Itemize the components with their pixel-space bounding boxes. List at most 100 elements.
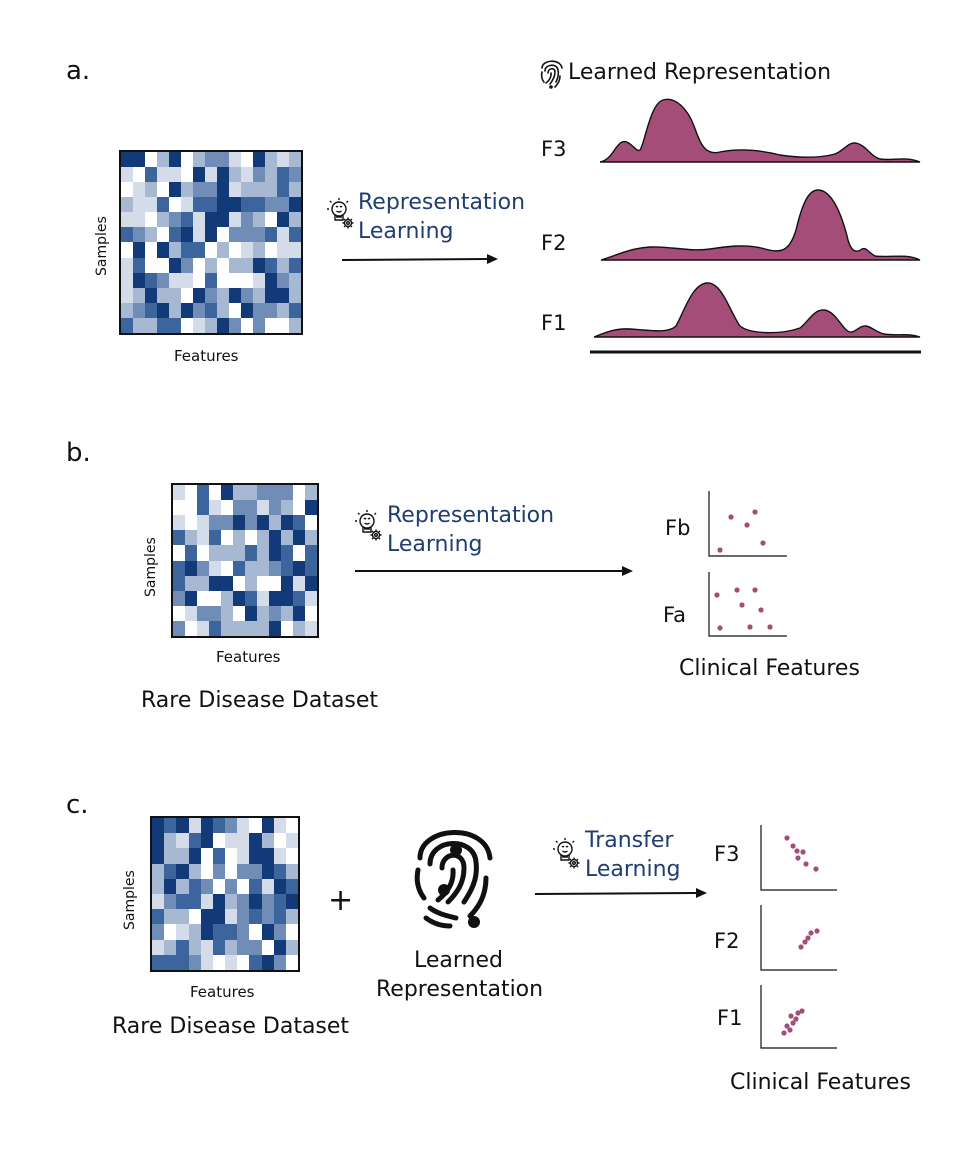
matrix-cell: [285, 924, 298, 940]
matrix-cell: [157, 227, 169, 243]
matrix-cell: [233, 575, 245, 591]
matrix-cell: [253, 167, 265, 183]
matrix-cell: [221, 545, 233, 561]
matrix-cell: [269, 545, 281, 561]
matrix-cell: [169, 272, 181, 288]
matrix-cell: [257, 605, 269, 621]
point: [717, 547, 723, 553]
matrix-cell: [152, 939, 165, 955]
matrix-cell: [229, 287, 241, 303]
matrix-cell: [277, 317, 289, 333]
matrix-cell: [273, 939, 286, 955]
matrix-cell: [277, 227, 289, 243]
matrix-cell: [209, 545, 221, 561]
method-label-b-line2: Learning: [387, 532, 483, 557]
matrix-cell: [152, 863, 165, 879]
matrix-cell: [176, 939, 189, 955]
plot-label-c-f2: F2: [714, 929, 740, 953]
matrix-cell: [273, 954, 286, 970]
scatter-fb: [708, 491, 787, 557]
matrix-cell: [185, 605, 197, 621]
lightbulb-gear-icon: [327, 198, 354, 229]
matrix-cell: [121, 152, 133, 168]
matrix-cell: [253, 242, 265, 258]
point: [790, 1020, 796, 1026]
matrix-cell: [257, 575, 269, 591]
point: [752, 587, 758, 593]
matrix-cell: [225, 893, 238, 910]
matrix-cell: [176, 924, 189, 940]
point: [739, 602, 745, 608]
matrix-cell: [253, 227, 265, 243]
matrix-cell: [249, 878, 262, 894]
matrix-cell: [241, 182, 253, 198]
point: [814, 928, 820, 934]
matrix-cell: [169, 227, 181, 243]
matrix-cell: [237, 893, 250, 910]
matrix-cell: [281, 530, 293, 546]
matrix-cell: [277, 272, 289, 288]
data-matrix-c: [150, 816, 300, 972]
point: [784, 835, 790, 841]
matrix-cell: [269, 575, 281, 591]
matrix-cell: [176, 909, 189, 925]
matrix-cell: [212, 833, 225, 849]
matrix-cell: [281, 500, 293, 516]
point: [799, 1008, 805, 1014]
point: [794, 848, 800, 854]
matrix-cell: [209, 560, 221, 576]
matrix-cell: [233, 500, 245, 516]
matrix-cell: [193, 272, 205, 288]
matrix-cell: [265, 182, 277, 198]
matrix-cell: [181, 242, 193, 258]
method-label-a-line1: Representation: [358, 190, 526, 215]
features-axis-label-a: Features: [174, 347, 239, 365]
matrix-cell: [145, 227, 157, 243]
matrix-cell: [281, 485, 293, 501]
matrix-cell: [229, 167, 241, 183]
matrix-cell: [205, 302, 217, 318]
matrix-cell: [197, 560, 209, 576]
matrix-cell: [233, 620, 245, 636]
matrix-cell: [269, 560, 281, 576]
matrix-cell: [193, 227, 205, 243]
matrix-cell: [173, 485, 185, 501]
matrix-cell: [193, 212, 205, 228]
matrix-cell: [193, 152, 205, 168]
point: [795, 1010, 801, 1016]
ridge-label-f3: F3: [541, 137, 567, 161]
matrix-cell: [237, 909, 250, 925]
matrix-cell: [289, 227, 301, 243]
matrix-cell: [205, 287, 217, 303]
point: [758, 607, 764, 613]
matrix-cell: [225, 833, 238, 849]
matrix-cell: [217, 152, 229, 168]
clinical-features-caption-b: Clinical Features: [679, 656, 860, 681]
matrix-cell: [233, 590, 245, 606]
matrix-cell: [229, 272, 241, 288]
matrix-cell: [133, 227, 145, 243]
matrix-cell: [289, 302, 301, 318]
matrix-cell: [197, 545, 209, 561]
plot-label-fa: Fa: [663, 603, 687, 627]
matrix-cell: [157, 317, 169, 333]
matrix-cell: [305, 530, 317, 546]
learned-representation-caption-line2: Representation: [376, 977, 544, 1002]
matrix-cell: [233, 560, 245, 576]
matrix-cell: [164, 878, 177, 894]
matrix-cell: [212, 939, 225, 955]
matrix-cell: [152, 848, 165, 864]
matrix-cell: [305, 545, 317, 561]
matrix-cell: [197, 500, 209, 516]
matrix-cell: [188, 833, 201, 849]
point: [747, 624, 753, 630]
matrix-cell: [249, 818, 262, 834]
matrix-cell: [164, 909, 177, 925]
matrix-cell: [173, 590, 185, 606]
matrix-cell: [133, 167, 145, 183]
matrix-cell: [289, 167, 301, 183]
matrix-cell: [217, 212, 229, 228]
matrix-cell: [185, 500, 197, 516]
matrix-cell: [285, 833, 298, 849]
